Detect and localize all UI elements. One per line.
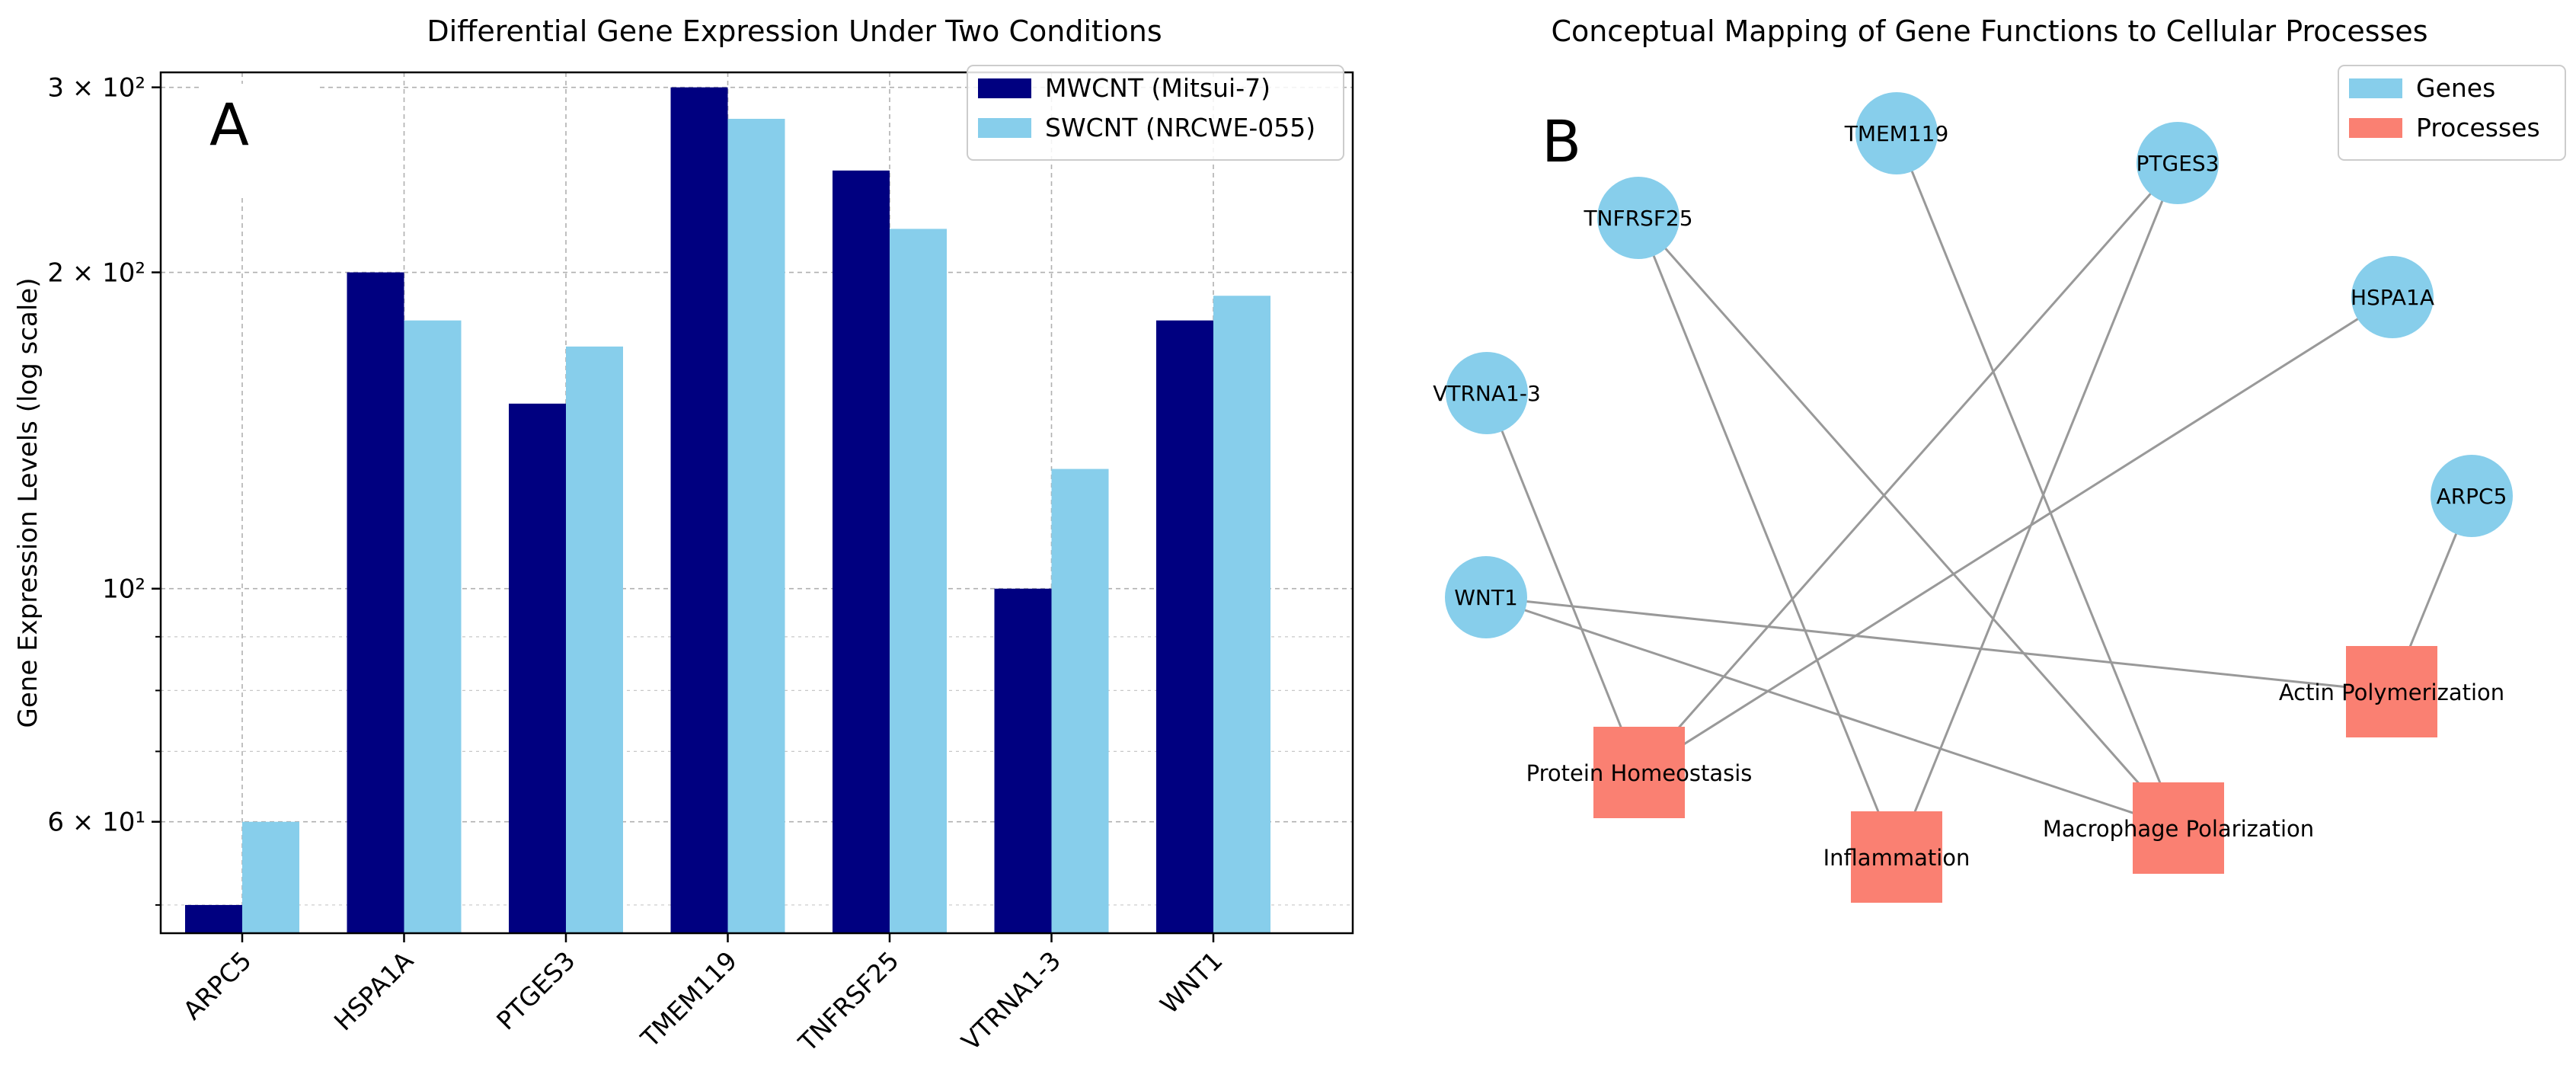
gene-node-label: HSPA1A [2351,285,2434,310]
x-axis-ticks: ARPC5 HSPA1A PTGES3 TMEM119 TNFRSF25 VTRNA1-3… [177,933,1229,1058]
edge-tnfrsf25-to-macrophage-polarization [1637,217,2180,829]
bar-ptges3-series-1 [509,403,566,933]
bar-hspa1a-series-2 [404,320,462,933]
process-node [1851,811,1942,903]
plot-frame [159,71,1354,935]
network-legend-label: Genes [2416,73,2495,103]
process-node [2133,782,2224,874]
edge-vtrna1-3-to-protein-homeostasis [1485,392,1641,773]
gene-node-label: VTRNA1-3 [1433,381,1541,406]
process-node-label: Actin Polymerization [2279,680,2504,705]
panel-label-background [200,84,320,198]
edge-wnt1-to-actin-polymerization [1485,596,2392,693]
bar-hspa1a-series-1 [347,272,404,933]
y-tick-label: 10² [102,574,145,605]
gene-node-label: TMEM119 [1844,121,1949,146]
legend-swatch [978,118,1031,138]
gene-node [1855,92,1938,174]
network-legend-label: Processes [2416,113,2540,142]
bar-wnt1-series-2 [1213,296,1270,934]
x-tick-label: VTRNA1-3 [956,945,1067,1057]
bar-tmem119-series-1 [670,87,728,934]
legend-swatch [978,78,1031,98]
edge-tmem119-to-macrophage-polarization [1895,133,2180,829]
bar-tnfrsf25-series-1 [833,170,890,933]
edge-hspa1a-to-protein-homeostasis [1638,296,2393,774]
process-node [2346,646,2437,737]
x-tick-label: ARPC5 [177,945,257,1025]
bar-arpc5-series-2 [242,821,299,933]
network-edges [1485,133,2473,858]
x-tick-label: PTGES3 [491,945,580,1035]
network-nodes: Actin Polymerization Protein Homeostasis I… [1433,92,2513,903]
bar-tmem119-series-2 [727,118,785,934]
bar-ptges3-series-2 [566,346,623,933]
y-tick-label: 2 × 10² [47,258,145,289]
bar-tnfrsf25-series-2 [890,229,947,933]
gene-node-label: WNT1 [1454,585,1518,610]
panel-label-a: A [209,91,249,158]
bar-vtrna1-3-series-1 [994,588,1052,933]
edge-ptges3-to-inflammation [1895,162,2179,858]
gene-node [2137,122,2219,204]
gene-node [2351,256,2434,338]
x-tick-label: TNFRSF25 [792,945,905,1058]
network-legend: Genes Processes [2338,65,2566,161]
panel-a-bar-chart: Differential Gene Expression Under Two C… [13,14,1354,1058]
legend-label: MWCNT (Mitsui-7) [1045,73,1270,103]
y-tick-label: 3 × 10² [47,73,145,104]
process-node-label: Inflammation [1823,845,1970,871]
y-axis-ticks: 6 × 10¹ 10² 2 × 10² 3 × 10² [47,73,161,906]
network-legend-swatch [2349,118,2402,138]
y-tick-label: 6 × 10¹ [47,808,145,838]
gene-node [1446,352,1528,434]
gene-node [1445,556,1527,638]
x-tick-label: TMEM119 [634,945,743,1054]
edge-ptges3-to-protein-homeostasis [1638,162,2179,773]
process-node [1593,727,1685,818]
gene-node-label: TNFRSF25 [1583,206,1692,231]
process-node-label: Macrophage Polarization [2043,816,2314,842]
panel-b-network: Conceptual Mapping of Gene Functions to … [1433,14,2566,903]
y-axis-label: Gene Expression Levels (log scale) [13,278,43,728]
bar-wnt1-series-1 [1156,320,1213,933]
gene-node [1597,177,1680,259]
x-tick-label: WNT1 [1154,945,1228,1019]
bars [185,87,1270,934]
legend-box [967,65,1344,161]
process-node-label: Protein Homeostasis [1526,760,1753,786]
gene-node-label: PTGES3 [2137,151,2220,176]
chart-title: Differential Gene Expression Under Two C… [427,14,1162,48]
network-title: Conceptual Mapping of Gene Functions to … [1551,14,2427,48]
bar-vtrna1-3-series-2 [1051,469,1109,933]
x-tick-label: HSPA1A [328,945,420,1037]
edge-tnfrsf25-to-inflammation [1637,217,1898,858]
panel-label-b: B [1542,107,1581,175]
gene-node-label: ARPC5 [2437,484,2507,509]
network-legend-swatch [2349,78,2402,98]
gene-node [2431,455,2513,537]
legend: MWCNT (Mitsui-7) SWCNT (NRCWE-055) [967,65,1344,161]
edge-wnt1-to-macrophage-polarization [1485,596,2179,830]
legend-label: SWCNT (NRCWE-055) [1045,113,1315,142]
bar-arpc5-series-1 [185,904,242,933]
